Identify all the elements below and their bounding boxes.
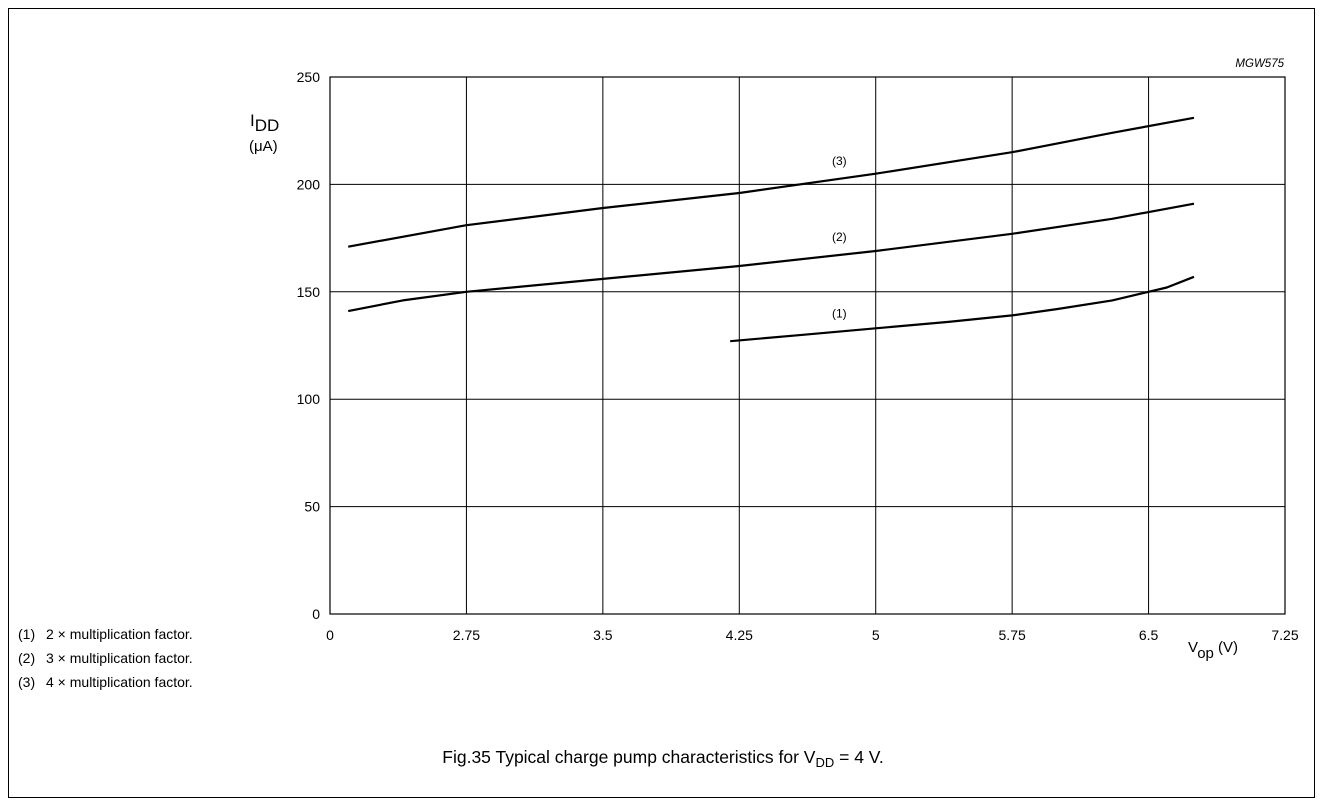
legend-note-number: (3) [18,674,36,690]
legend-note-text: 2 × multiplication factor. [46,626,193,642]
legend-note-3: (3) 4 × multiplication factor. [18,670,193,694]
y-tick-label: 150 [297,284,321,300]
y-tick-label: 200 [297,176,321,192]
legend-note-text: 4 × multiplication factor. [46,674,193,690]
series-label-1: (1) [832,307,847,321]
x-tick-label: 5.75 [999,627,1026,643]
x-tick-labels: 0 2.75 3.5 4.25 5 5.75 6.5 7.25 [326,627,1299,643]
legend-note-2: (2) 3 × multiplication factor. [18,646,193,670]
figure-caption: Fig.35 Typical charge pump characteristi… [0,747,1326,770]
y-axis-label-sub: DD [255,116,280,135]
caption-prefix: Fig.35 Typical charge pump characteristi… [442,747,816,767]
series-label-2: (2) [832,230,847,244]
legend-note-number: (1) [18,626,36,642]
x-tick-label: 7.25 [1271,627,1298,643]
x-tick-label: 2.75 [453,627,480,643]
figure-code: MGW575 [1235,58,1284,70]
x-tick-label: 0 [326,627,334,643]
y-tick-label: 0 [312,606,320,622]
caption-subscript: DD [815,755,835,770]
x-tick-label: 4.25 [726,627,753,643]
legend-notes: (1) 2 × multiplication factor. (2) 3 × mul… [18,622,193,694]
y-axis-label: IDD [250,111,279,135]
series-labels: (1) (2) (3) [832,154,847,321]
y-tick-label: 250 [297,69,321,85]
x-tick-label: 6.5 [1139,627,1159,643]
legend-note-number: (2) [18,650,36,666]
legend-note-text: 3 × multiplication factor. [46,650,193,666]
y-tick-labels: 0 50 100 150 200 250 [297,69,321,622]
x-axis-label-main: V [1188,639,1198,656]
series-line-1 [730,275,1195,343]
figure-frame [8,8,1315,798]
x-tick-label: 5 [872,627,880,643]
series-label-3: (3) [832,154,847,168]
y-tick-label: 100 [297,391,321,407]
y-axis-unit: (μA) [249,138,278,155]
y-axis-label-main: I [250,111,255,130]
y-tick-label: 50 [304,499,320,515]
x-axis-label-unit: (V) [1214,639,1238,656]
x-tick-label: 3.5 [593,627,613,643]
caption-suffix: = 4 V. [834,747,884,767]
x-axis-label-sub: op [1197,645,1214,662]
plot-area [329,76,1286,615]
series-lines [347,116,1195,343]
legend-note-1: (1) 2 × multiplication factor. [18,622,193,646]
grid [330,77,1285,614]
series-line-2 [347,202,1195,313]
series-line-3 [348,116,1195,248]
x-axis-label: Vop (V) [1188,639,1238,662]
